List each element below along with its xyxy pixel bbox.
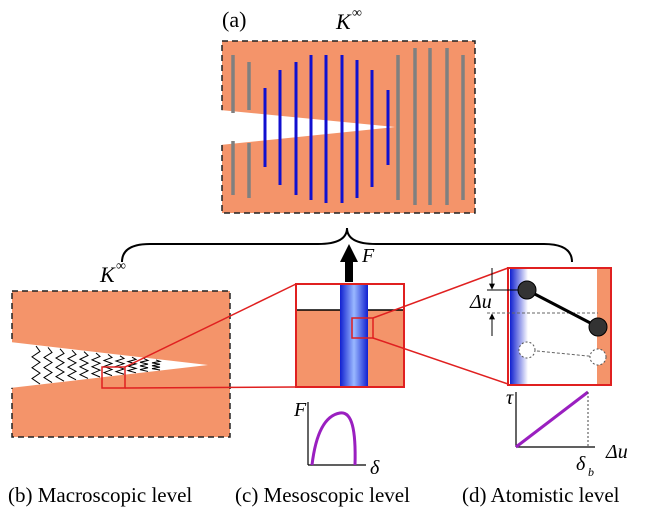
bridge [340, 284, 368, 387]
symbol: K [99, 262, 116, 287]
force-label: F [361, 245, 375, 267]
atom [519, 342, 535, 358]
figure: (a) K ∞ K ∞ F F δ Δu τ δ b Δu (b) [0, 0, 656, 509]
curve [312, 413, 355, 465]
curve [516, 392, 588, 447]
caption: (d) Atomistic level [462, 483, 620, 507]
atom [590, 349, 606, 365]
symbol-sup: ∞ [352, 6, 362, 21]
dim-label: Δu [469, 291, 492, 313]
caption: (c) Mesoscopic level [235, 483, 410, 507]
axis-label: δ [370, 457, 380, 479]
axis-mark-sub: b [588, 465, 594, 479]
caption: (b) Macroscopic level [8, 483, 192, 507]
axis-label: Δu [605, 441, 628, 463]
zoom-line [125, 387, 296, 388]
axis-label: F [293, 399, 307, 421]
axis-mark: δ [576, 453, 586, 475]
panel-label: (a) [222, 7, 246, 32]
axis-label: τ [506, 387, 514, 409]
atom [589, 318, 607, 336]
atom [518, 281, 536, 299]
symbol: K [335, 9, 352, 34]
symbol-sup: ∞ [116, 259, 126, 274]
force-arrow [340, 244, 358, 282]
